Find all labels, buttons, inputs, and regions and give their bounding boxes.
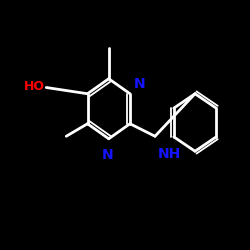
Text: HO: HO — [24, 80, 45, 93]
Text: N: N — [102, 148, 113, 162]
Text: N: N — [134, 77, 145, 91]
Text: NH: NH — [158, 147, 181, 161]
